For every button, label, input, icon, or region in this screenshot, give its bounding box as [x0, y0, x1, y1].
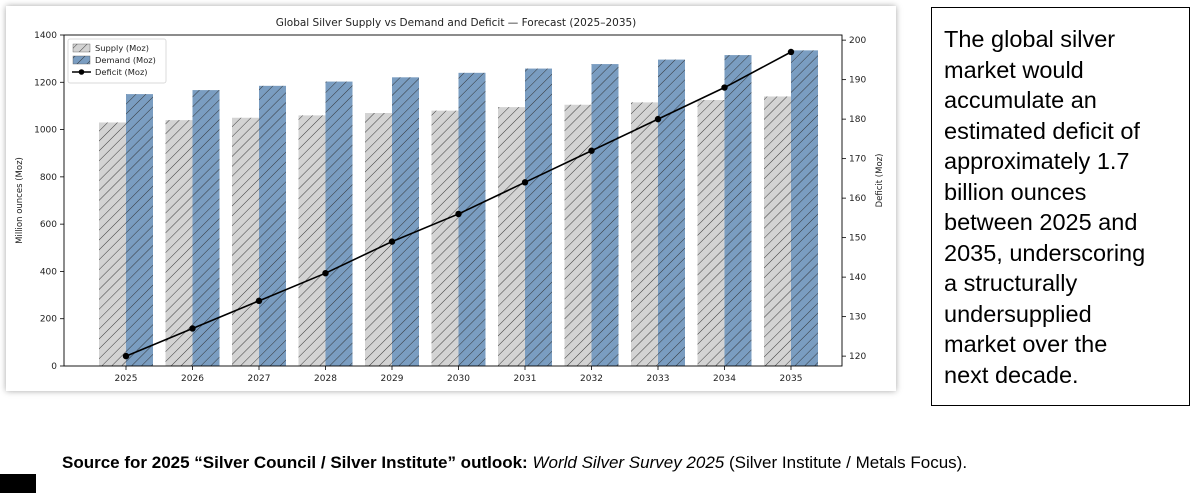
x-tick-label: 2025	[115, 374, 138, 384]
plot-frame	[63, 34, 843, 367]
supply-bar-hatch	[697, 100, 725, 367]
legend: Supply (Moz) Demand (Moz) Deficit (Moz)	[67, 38, 167, 84]
note-line: estimated deficit of	[944, 117, 1140, 144]
supply-bar-hatch	[165, 120, 193, 366]
note-line: The global silver	[944, 26, 1116, 52]
demand-bar-hatch	[525, 68, 552, 366]
x-tick-label: 2027	[248, 374, 271, 384]
supply-bar-hatch	[498, 107, 525, 366]
y-tick-label: 800	[40, 173, 57, 183]
demand-bar-hatch	[126, 94, 153, 366]
deficit-point	[721, 84, 728, 91]
deficit-point	[787, 48, 795, 56]
y2-tick-label: 200	[849, 36, 866, 46]
demand-bar-hatch	[192, 90, 220, 366]
y-tick-label: 400	[40, 267, 57, 277]
supply-bar-hatch	[99, 122, 126, 366]
deficit-point	[189, 325, 196, 332]
supply-bar-hatch	[365, 113, 392, 367]
source-title: World Silver Survey 2025	[532, 453, 725, 472]
legend-swatch-hatch-demand	[73, 56, 90, 64]
note-line: billion ounces	[944, 178, 1087, 205]
deficit-point	[455, 210, 462, 218]
source-publisher: (Silver Institute / Metals Focus).	[729, 453, 968, 472]
y2-tick-label: 180	[849, 115, 866, 125]
y2-axis-label: Deficit (Moz)	[875, 154, 885, 208]
note-line: market over the	[944, 331, 1108, 357]
y2-tick-label: 120	[849, 352, 866, 362]
note-line: approximately 1.7	[944, 148, 1130, 174]
y2-tick-label: 190	[849, 76, 866, 86]
x-tick-label: 2028	[314, 374, 337, 384]
y-tick-label: 200	[40, 315, 57, 325]
legend-swatch-hatch-supply	[73, 44, 90, 52]
legend-label-supply: Supply (Moz)	[95, 43, 149, 53]
legend-box	[67, 38, 167, 84]
x-tick-label: 2026	[181, 374, 204, 384]
demand-bar-hatch	[724, 55, 752, 366]
note-line: accumulate an	[944, 87, 1097, 113]
note-line: between 2025 and	[944, 209, 1138, 235]
note-line: 2035, underscoring	[944, 239, 1146, 266]
chart-panel: Global Silver Supply vs Demand and Defic…	[6, 6, 896, 391]
x-tick-label: 2030	[447, 374, 470, 384]
deficit-point	[322, 269, 329, 277]
chart-title: Global Silver Supply vs Demand and Defic…	[276, 17, 637, 29]
y-tick-label: 0	[51, 362, 57, 372]
y2-tick-label: 140	[849, 273, 866, 283]
demand-bar-hatch	[259, 85, 286, 366]
source-label: Source for 2025 “Silver Council / Silver…	[62, 453, 528, 472]
y2-tick-label: 160	[849, 194, 866, 204]
supply-bar-hatch	[564, 104, 592, 366]
y-tick-label: 1200	[34, 78, 57, 88]
deficit-point	[255, 297, 263, 305]
source-citation: Source for 2025 “Silver Council / Silver…	[62, 452, 1062, 473]
legend-label-demand: Demand (Moz)	[95, 55, 156, 65]
y-axis-label: Million ounces (Moz)	[15, 157, 25, 244]
x-tick-label: 2029	[381, 374, 404, 384]
supply-bar-hatch	[232, 117, 259, 366]
demand-bar-hatch	[325, 81, 353, 367]
y2-tick-label: 150	[849, 234, 866, 244]
deficit-point	[122, 352, 130, 360]
y-tick-label: 600	[40, 220, 57, 230]
supply-bar-hatch	[431, 110, 459, 367]
deficit-point	[588, 147, 595, 154]
supply-bar-hatch	[298, 115, 326, 366]
deficit-point	[654, 115, 662, 123]
x-tick-label: 2035	[780, 374, 803, 384]
x-tick-label: 2034	[713, 374, 736, 384]
deficit-point	[521, 179, 529, 186]
note-line: a structurally	[944, 270, 1078, 296]
note-line: undersupplied	[944, 300, 1092, 327]
deficit-point	[388, 238, 396, 245]
x-tick-label: 2033	[647, 374, 670, 384]
demand-bar-hatch	[392, 77, 419, 367]
note-box: The global silver market would accumulat…	[931, 7, 1190, 406]
legend-marker-deficit	[78, 69, 85, 75]
silver-chart: Global Silver Supply vs Demand and Defic…	[15, 17, 885, 384]
black-tab	[0, 474, 36, 493]
supply-bar-hatch	[631, 102, 658, 366]
legend-label-deficit: Deficit (Moz)	[95, 67, 148, 77]
note-line: next decade.	[944, 361, 1079, 388]
y-tick-label: 1000	[34, 126, 57, 136]
x-tick-label: 2032	[580, 374, 603, 384]
supply-bar-hatch	[764, 96, 791, 366]
demand-bar-hatch	[591, 64, 619, 366]
demand-bar-hatch	[791, 50, 818, 366]
x-tick-label: 2031	[514, 374, 537, 384]
y-tick-label: 1400	[34, 31, 57, 41]
y2-tick-label: 170	[849, 155, 866, 165]
demand-bar-hatch	[658, 59, 685, 367]
y2-tick-label: 130	[849, 313, 866, 323]
note-line: market would	[944, 56, 1084, 83]
demand-bar-hatch	[458, 72, 486, 366]
